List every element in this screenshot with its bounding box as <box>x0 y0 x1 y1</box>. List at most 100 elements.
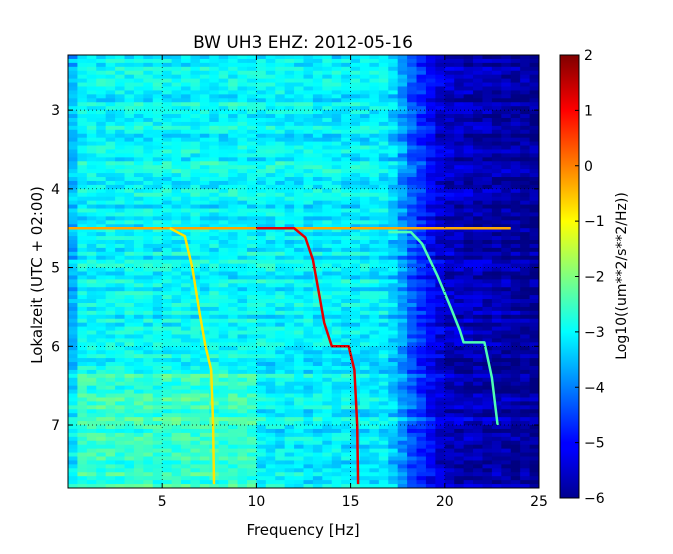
heatmap-cell <box>463 484 474 488</box>
heatmap-cell <box>473 346 484 351</box>
heatmap-cell <box>143 157 154 162</box>
heatmap-cell <box>322 389 333 395</box>
heatmap-cell <box>133 66 144 72</box>
heatmap-cell <box>341 78 352 84</box>
heatmap-cell <box>246 338 257 343</box>
heatmap-cell <box>68 322 79 328</box>
heatmap-cell <box>209 405 220 410</box>
heatmap-cell <box>143 82 154 88</box>
heatmap-cell <box>473 381 484 387</box>
heatmap-cell <box>444 117 455 123</box>
heatmap-cell <box>133 362 144 367</box>
heatmap-cell <box>407 133 418 139</box>
heatmap-cell <box>228 173 239 178</box>
heatmap-cell <box>86 432 97 438</box>
heatmap-cell <box>190 330 201 336</box>
heatmap-cell <box>378 180 389 186</box>
heatmap-cell <box>435 188 446 194</box>
heatmap-cell <box>435 149 446 155</box>
heatmap-cell <box>407 354 418 359</box>
heatmap-cell <box>482 259 493 265</box>
heatmap-cell <box>190 94 201 99</box>
heatmap-cell <box>322 401 333 406</box>
heatmap-cell <box>303 464 314 469</box>
heatmap-cell <box>463 74 474 80</box>
heatmap-cell <box>284 432 295 438</box>
heatmap-cell <box>115 464 126 469</box>
heatmap-cell <box>425 389 436 395</box>
heatmap-cell <box>312 436 323 442</box>
heatmap-cell <box>322 177 333 182</box>
heatmap-cell <box>256 208 267 214</box>
heatmap-cell <box>388 153 399 158</box>
heatmap-cell <box>435 114 446 119</box>
heatmap-cell <box>388 346 399 351</box>
heatmap-cell <box>360 440 371 446</box>
heatmap-cell <box>491 141 502 147</box>
heatmap-cell <box>284 440 295 446</box>
heatmap-cell <box>454 58 465 64</box>
heatmap-cell <box>341 153 352 158</box>
heatmap-cell <box>331 196 342 202</box>
heatmap-cell <box>473 94 484 99</box>
heatmap-cell <box>378 472 389 477</box>
heatmap-cell <box>228 299 239 304</box>
heatmap-cell <box>181 141 192 147</box>
heatmap-cell <box>425 295 436 300</box>
heatmap-cell <box>369 452 380 458</box>
heatmap-cell <box>152 417 163 422</box>
heatmap-cell <box>454 169 465 174</box>
heatmap-cell <box>416 117 427 123</box>
heatmap-cell <box>284 169 295 174</box>
heatmap-cell <box>275 165 286 170</box>
heatmap-cell <box>341 468 352 473</box>
heatmap-cell <box>378 55 389 60</box>
heatmap-cell <box>378 133 389 139</box>
heatmap-cell <box>473 314 484 320</box>
heatmap-cell <box>115 267 126 273</box>
heatmap-cell <box>218 247 229 253</box>
heatmap-cell <box>416 425 427 430</box>
heatmap-cell <box>294 180 305 186</box>
heatmap-cell <box>77 192 88 198</box>
heatmap-cell <box>294 358 305 363</box>
heatmap-cell <box>171 318 182 324</box>
heatmap-cell <box>152 173 163 178</box>
heatmap-cell <box>246 369 257 375</box>
heatmap-cell <box>152 283 163 288</box>
heatmap-cell <box>407 365 418 371</box>
heatmap-cell <box>86 409 97 414</box>
heatmap-cell <box>199 381 210 387</box>
heatmap-cell <box>162 271 173 277</box>
heatmap-cell <box>143 66 154 72</box>
heatmap-cell <box>275 334 286 340</box>
heatmap-cell <box>369 436 380 442</box>
heatmap-cell <box>369 365 380 371</box>
heatmap-cell <box>294 456 305 462</box>
heatmap-cell <box>228 354 239 359</box>
heatmap-cell <box>482 365 493 371</box>
heatmap-cell <box>143 149 154 155</box>
heatmap-cell <box>124 78 135 84</box>
heatmap-cell <box>171 78 182 84</box>
heatmap-cell <box>237 413 248 418</box>
heatmap-cell <box>435 452 446 458</box>
heatmap-cell <box>171 149 182 155</box>
heatmap-cell <box>68 157 79 162</box>
heatmap-cell <box>444 342 455 347</box>
heatmap-cell <box>133 165 144 170</box>
heatmap-cell <box>162 161 173 166</box>
heatmap-cell <box>331 338 342 343</box>
heatmap-cell <box>454 310 465 316</box>
heatmap-cell <box>96 326 107 332</box>
heatmap-cell <box>425 192 436 198</box>
heatmap-cell <box>473 385 484 391</box>
heatmap-cell <box>77 397 88 402</box>
heatmap-cell <box>369 177 380 182</box>
heatmap-cell <box>218 440 229 446</box>
heatmap-cell <box>388 401 399 406</box>
heatmap-cell <box>350 86 361 92</box>
heatmap-cell <box>463 157 474 162</box>
heatmap-cell <box>143 460 154 465</box>
heatmap-cell <box>312 484 323 488</box>
